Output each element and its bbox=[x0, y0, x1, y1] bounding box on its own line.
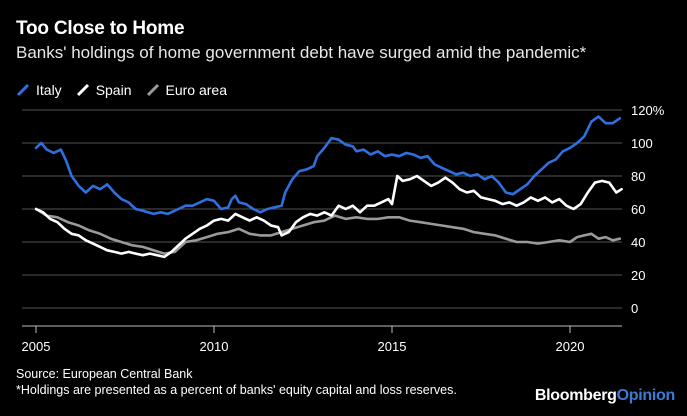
series-line-spain bbox=[34, 174, 623, 259]
legend-item-euro-area: Euro area bbox=[146, 82, 227, 98]
y-tick-label-60: 60 bbox=[631, 202, 645, 217]
legend-item-italy: Italy bbox=[16, 82, 62, 98]
y-tick-label-100: 100 bbox=[631, 136, 653, 151]
series-line-euro-area bbox=[34, 207, 622, 255]
legend: Italy Spain Euro area bbox=[16, 82, 227, 98]
x-tick-label-2005: 2005 bbox=[22, 339, 51, 354]
legend-label-italy: Italy bbox=[36, 82, 62, 98]
x-tick-label-2020: 2020 bbox=[556, 339, 585, 354]
y-tick-label-40: 40 bbox=[631, 235, 645, 250]
source-note: Source: European Central Bank bbox=[16, 367, 193, 381]
brand-part-2: Opinion bbox=[616, 387, 676, 404]
legend-swatch-spain bbox=[76, 83, 89, 97]
y-tick-label-0: 0 bbox=[631, 301, 638, 316]
y-tick-label-120: 120% bbox=[631, 103, 665, 118]
legend-swatch-euro-area bbox=[146, 83, 159, 97]
y-tick-label-20: 20 bbox=[631, 268, 645, 283]
legend-label-spain: Spain bbox=[95, 82, 132, 98]
bloomberg-opinion-logo: BloombergOpinion bbox=[535, 387, 675, 405]
chart-subtitle: Banks' holdings of home government debt … bbox=[16, 43, 587, 62]
y-tick-label-80: 80 bbox=[631, 169, 645, 184]
series-line-italy bbox=[34, 115, 622, 216]
x-tick-label-2015: 2015 bbox=[378, 339, 407, 354]
chart-title: Too Close to Home bbox=[16, 18, 185, 39]
legend-item-spain: Spain bbox=[76, 82, 132, 98]
footnote: *Holdings are presented as a percent of … bbox=[16, 383, 457, 397]
brand-part-1: Bloomberg bbox=[534, 387, 617, 404]
legend-swatch-italy bbox=[16, 83, 30, 97]
legend-label-euro-area: Euro area bbox=[165, 82, 227, 98]
x-tick-label-2010: 2010 bbox=[200, 339, 229, 354]
